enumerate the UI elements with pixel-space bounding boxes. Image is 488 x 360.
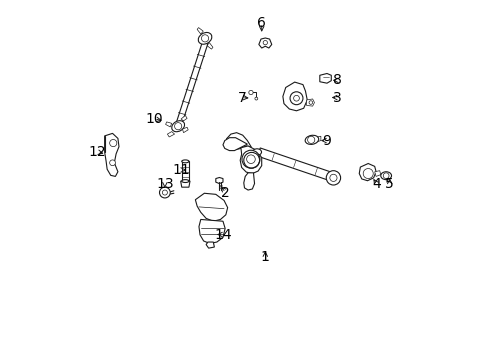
Polygon shape <box>195 193 227 221</box>
Circle shape <box>263 41 267 45</box>
Circle shape <box>289 92 303 105</box>
Circle shape <box>254 97 257 100</box>
Circle shape <box>159 187 170 198</box>
Circle shape <box>174 123 182 130</box>
Text: 2: 2 <box>221 185 230 199</box>
Text: 13: 13 <box>156 177 173 191</box>
Polygon shape <box>223 138 247 150</box>
Text: 1: 1 <box>260 250 269 264</box>
Text: 10: 10 <box>145 112 163 126</box>
Ellipse shape <box>182 180 188 183</box>
Polygon shape <box>244 173 254 190</box>
Polygon shape <box>206 242 214 248</box>
Polygon shape <box>359 163 375 181</box>
Circle shape <box>363 168 372 179</box>
Text: 7: 7 <box>237 90 246 104</box>
Polygon shape <box>167 132 174 137</box>
Circle shape <box>109 139 117 147</box>
Ellipse shape <box>252 149 261 155</box>
Polygon shape <box>182 127 188 133</box>
Circle shape <box>383 173 388 179</box>
Polygon shape <box>197 28 203 34</box>
Circle shape <box>246 155 255 163</box>
Text: 6: 6 <box>257 16 265 30</box>
Text: 11: 11 <box>173 163 190 177</box>
Text: 12: 12 <box>88 145 106 159</box>
Polygon shape <box>257 148 331 180</box>
Circle shape <box>162 190 167 195</box>
Polygon shape <box>226 133 251 149</box>
Circle shape <box>248 90 253 95</box>
Ellipse shape <box>305 135 318 144</box>
Polygon shape <box>258 38 271 48</box>
Polygon shape <box>317 136 320 141</box>
Polygon shape <box>180 181 190 187</box>
Text: 14: 14 <box>214 228 231 242</box>
Ellipse shape <box>182 160 188 163</box>
Circle shape <box>201 35 208 42</box>
Polygon shape <box>215 177 223 184</box>
Circle shape <box>329 174 336 181</box>
Circle shape <box>307 136 314 143</box>
Ellipse shape <box>171 121 184 132</box>
Polygon shape <box>175 42 207 127</box>
Circle shape <box>325 171 340 185</box>
Circle shape <box>109 160 115 166</box>
Polygon shape <box>306 99 314 106</box>
Polygon shape <box>165 122 171 127</box>
Polygon shape <box>374 171 380 176</box>
Polygon shape <box>181 116 187 121</box>
Text: 3: 3 <box>333 90 342 104</box>
Ellipse shape <box>198 32 211 44</box>
Text: 4: 4 <box>371 177 380 190</box>
Text: 9: 9 <box>321 134 330 148</box>
Polygon shape <box>319 73 330 83</box>
Polygon shape <box>199 220 224 243</box>
Polygon shape <box>240 146 261 174</box>
Circle shape <box>308 101 312 104</box>
Circle shape <box>293 95 299 101</box>
Polygon shape <box>206 42 212 49</box>
Text: 5: 5 <box>385 177 393 190</box>
Circle shape <box>242 150 260 168</box>
Ellipse shape <box>380 172 391 180</box>
Polygon shape <box>282 82 306 111</box>
Text: 8: 8 <box>333 73 342 87</box>
Polygon shape <box>182 161 188 181</box>
Polygon shape <box>104 134 119 176</box>
